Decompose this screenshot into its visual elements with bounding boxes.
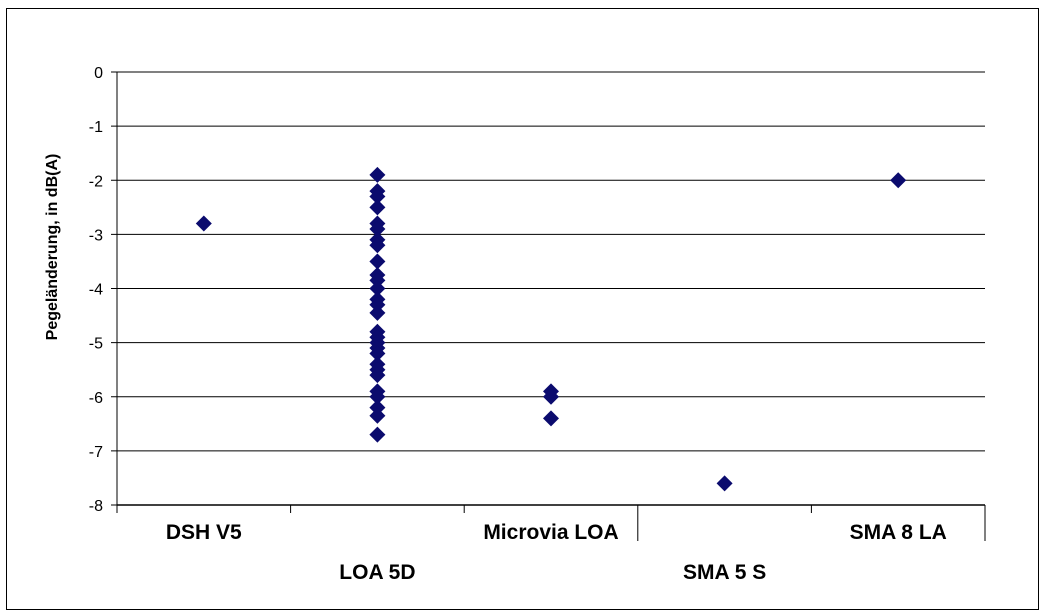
- y-tick-label: -1: [89, 119, 103, 136]
- x-tick-label: LOA 5D: [339, 561, 415, 584]
- data-point: [369, 253, 386, 270]
- data-point: [369, 188, 386, 205]
- y-tick-label: -6: [89, 390, 103, 407]
- data-point: [543, 388, 559, 405]
- y-tick-label: -3: [89, 227, 103, 244]
- data-point: [369, 426, 386, 443]
- chart-frame: 0 -1 -2 -3 -4 -5 -6 -7 -8 DSH V5 LOA 5D Microvia L…: [6, 8, 1039, 610]
- data-point: [369, 304, 386, 321]
- data-point: [369, 345, 386, 362]
- scatter-chart: 0 -1 -2 -3 -4 -5 -6 -7 -8 DSH V5 LOA 5D Microvia L…: [44, 65, 986, 584]
- data-point: [369, 280, 386, 297]
- data-point: [369, 272, 386, 289]
- y-axis-title: Pegeländerung, in dB(A): [44, 154, 61, 341]
- x-axis: DSH V5 LOA 5D Microvia LOA SMA 5 S SMA 8 LA: [116, 504, 986, 584]
- data-point: [716, 475, 733, 492]
- gridlines: [117, 71, 985, 452]
- data-point: [543, 410, 559, 427]
- y-tick-label: -4: [89, 282, 103, 299]
- data-points: [195, 166, 907, 492]
- data-point: [890, 172, 907, 189]
- x-tick-label: DSH V5: [166, 521, 242, 544]
- x-tick-label: SMA 8 LA: [850, 521, 947, 544]
- data-point: [369, 407, 386, 424]
- data-point: [369, 388, 386, 405]
- data-point: [195, 215, 212, 232]
- data-point: [369, 199, 386, 216]
- y-tick-label: -5: [89, 336, 103, 353]
- y-axis: 0 -1 -2 -3 -4 -5 -6 -7 -8: [89, 65, 118, 515]
- data-point: [369, 220, 386, 237]
- data-point: [369, 237, 386, 254]
- y-tick-label: -8: [89, 498, 103, 515]
- data-point: [369, 296, 386, 313]
- y-tick-label: -7: [89, 444, 103, 461]
- data-point: [369, 367, 386, 384]
- y-tick-label: 0: [94, 65, 103, 82]
- data-point: [369, 166, 386, 183]
- x-tick-label: Microvia LOA: [483, 521, 618, 544]
- data-point: [369, 399, 386, 416]
- x-tick-label: SMA 5 S: [683, 561, 766, 584]
- y-tick-label: -2: [89, 173, 103, 190]
